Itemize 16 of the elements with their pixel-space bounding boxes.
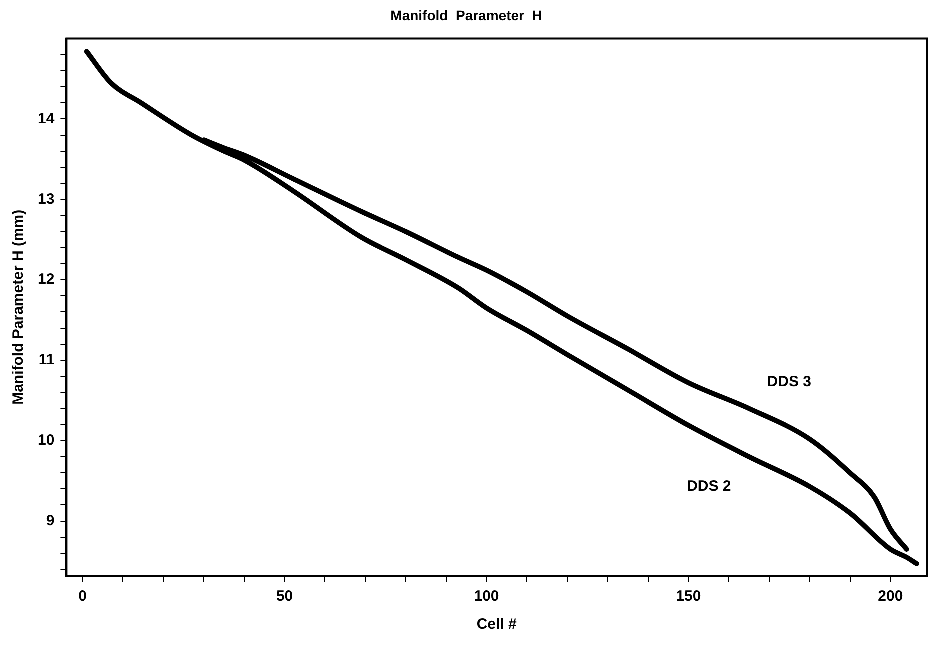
x-tick-label: 0 xyxy=(78,588,88,606)
x-axis-title: Cell # xyxy=(476,616,518,634)
y-tick-label: 9 xyxy=(46,512,55,530)
y-tick-label: 11 xyxy=(38,352,55,369)
x-tick-label: 200 xyxy=(878,588,904,606)
series-label: DDS 3 xyxy=(767,374,812,391)
x-tick-label: 100 xyxy=(474,588,500,606)
x-tick-label: 150 xyxy=(676,588,702,606)
y-axis-title: Manifold Parameter H (mm) xyxy=(10,210,28,405)
y-tick-label: 12 xyxy=(38,271,55,288)
x-tick-label: 50 xyxy=(276,588,294,606)
y-tick-label: 13 xyxy=(38,190,55,208)
chart-title: Manifold Parameter H xyxy=(390,7,542,24)
y-tick-label: 14 xyxy=(38,110,56,128)
y-tick-label: 10 xyxy=(38,432,55,450)
series-label: DDS 2 xyxy=(687,478,732,495)
